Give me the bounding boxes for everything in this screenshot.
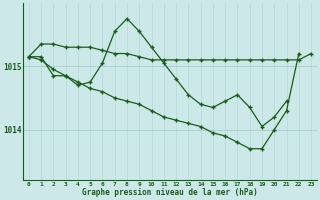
X-axis label: Graphe pression niveau de la mer (hPa): Graphe pression niveau de la mer (hPa) (82, 188, 258, 197)
